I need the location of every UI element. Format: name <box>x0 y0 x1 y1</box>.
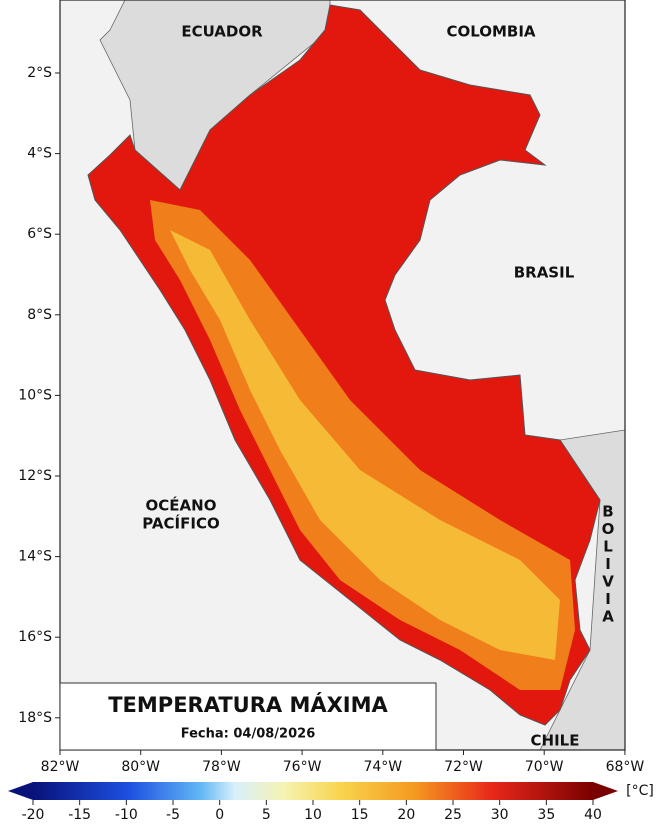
lat-label: 18°S <box>18 710 52 726</box>
lon-label: 76°W <box>283 759 322 775</box>
lon-label: 80°W <box>121 759 160 775</box>
lat-label: 10°S <box>18 387 52 403</box>
country-letter: L <box>603 538 613 556</box>
lat-label: 14°S <box>18 549 52 565</box>
lon-label: 72°W <box>444 759 483 775</box>
ocean-label: OCÉANO <box>146 496 217 515</box>
colorbar-label: -20 <box>22 807 45 823</box>
colorbar-label: 10 <box>304 807 322 823</box>
colorbar <box>33 782 593 800</box>
colorbar-label: 15 <box>351 807 369 823</box>
date: Fecha: 04/08/2026 <box>181 727 316 742</box>
country-letter: A <box>602 608 614 626</box>
lon-label: 74°W <box>363 759 402 775</box>
lat-label: 6°S <box>27 226 52 242</box>
colorbar-label: 25 <box>444 807 462 823</box>
country-letter: B <box>602 503 613 521</box>
lat-label: 16°S <box>18 629 52 645</box>
ocean-label: PACÍFICO <box>142 514 219 533</box>
country-letter: V <box>602 573 614 591</box>
colorbar-low <box>8 782 33 800</box>
lon-label: 68°W <box>606 759 645 775</box>
lat-label: 8°S <box>27 307 52 323</box>
country-letter: O <box>602 520 615 538</box>
colorbar-label: -10 <box>115 807 138 823</box>
map-area <box>60 0 625 750</box>
colorbar-label: 0 <box>215 807 224 823</box>
lon-label: 82°W <box>41 759 80 775</box>
colorbar-label: 20 <box>397 807 415 823</box>
country-label: BRASIL <box>514 264 575 282</box>
lat-label: 4°S <box>27 146 52 162</box>
colorbar-label: 30 <box>491 807 509 823</box>
lon-label: 70°W <box>525 759 564 775</box>
colorbar-unit: [°C] <box>626 783 654 799</box>
country-letter: I <box>605 590 611 608</box>
country-label: CHILE <box>531 732 580 750</box>
colorbar-high <box>593 782 618 800</box>
colorbar-label: 35 <box>537 807 555 823</box>
title: TEMPERATURA MÁXIMA <box>108 692 388 717</box>
colorbar-label: 40 <box>584 807 602 823</box>
colorbar-label: -15 <box>68 807 91 823</box>
lat-label: 2°S <box>27 65 52 81</box>
country-label: COLOMBIA <box>446 23 535 41</box>
country-label: ECUADOR <box>181 23 263 41</box>
andes-mild <box>170 230 560 660</box>
title-box <box>59 682 437 751</box>
lat-label: 12°S <box>18 468 52 484</box>
colorbar-label: 5 <box>262 807 271 823</box>
colorbar-label: -5 <box>166 807 180 823</box>
country-letter: I <box>605 555 611 573</box>
lon-label: 78°W <box>202 759 241 775</box>
